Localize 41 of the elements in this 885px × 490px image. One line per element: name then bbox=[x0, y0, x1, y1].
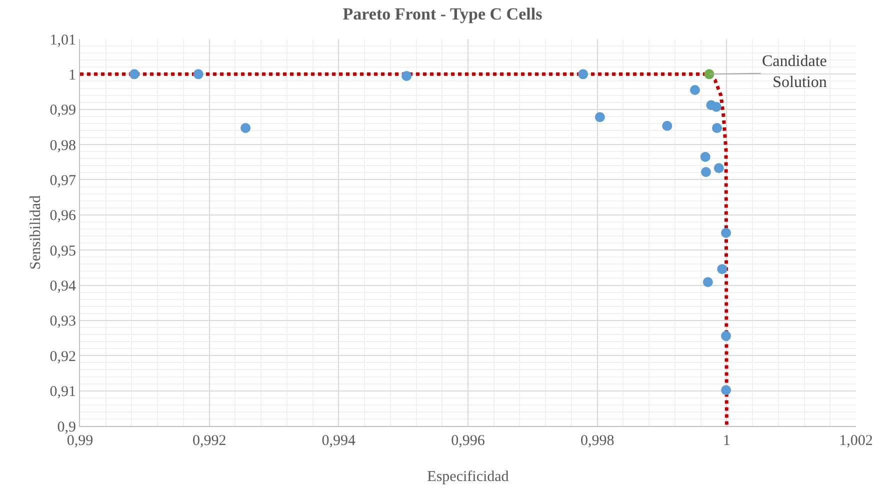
point bbox=[578, 69, 588, 80]
y-axis-title: Sensibilidad bbox=[28, 194, 44, 270]
point bbox=[704, 69, 714, 80]
point bbox=[712, 123, 722, 134]
point bbox=[662, 120, 672, 131]
point bbox=[721, 228, 732, 238]
point bbox=[711, 102, 722, 112]
point bbox=[402, 70, 412, 81]
point bbox=[714, 163, 724, 174]
x-axis-title: Especificidad bbox=[427, 469, 510, 485]
point bbox=[690, 85, 700, 96]
point bbox=[240, 123, 251, 134]
point bbox=[700, 166, 711, 177]
x-tick-label: 0,998 bbox=[580, 433, 614, 449]
y-tick-label: 0,93 bbox=[50, 314, 76, 330]
x-tick-label: 0,994 bbox=[322, 433, 356, 449]
point bbox=[721, 385, 732, 396]
point bbox=[193, 69, 204, 80]
y-tick-label: 1,01 bbox=[50, 32, 76, 48]
point bbox=[717, 264, 728, 274]
point bbox=[721, 330, 732, 341]
y-tick-label: 0,99 bbox=[50, 102, 76, 119]
y-tick-label: 0,98 bbox=[50, 138, 76, 154]
point bbox=[594, 112, 605, 122]
y-tick-label: 1 bbox=[68, 67, 76, 84]
point bbox=[129, 69, 140, 80]
x-tick-label: 1,002 bbox=[839, 433, 873, 449]
y-tick-label: 0,91 bbox=[50, 384, 76, 400]
y-tick-label: 0,97 bbox=[50, 172, 76, 189]
chart-title: Pareto Front - Type C Cells bbox=[342, 4, 543, 24]
x-tick-label: 0,996 bbox=[451, 433, 486, 449]
x-tick-label: 0,992 bbox=[192, 433, 226, 449]
x-tick-label: 1 bbox=[722, 433, 730, 449]
y-tick-label: 0,94 bbox=[50, 278, 76, 295]
y-tick-label: 0,95 bbox=[50, 243, 76, 260]
point bbox=[700, 152, 710, 162]
y-tick-label: 0,96 bbox=[50, 208, 76, 224]
annotation: Candidate Solution bbox=[762, 53, 827, 91]
y-tick-label: 0,92 bbox=[50, 348, 76, 365]
y-tick-label: 0,9 bbox=[57, 419, 76, 436]
point bbox=[702, 277, 713, 288]
